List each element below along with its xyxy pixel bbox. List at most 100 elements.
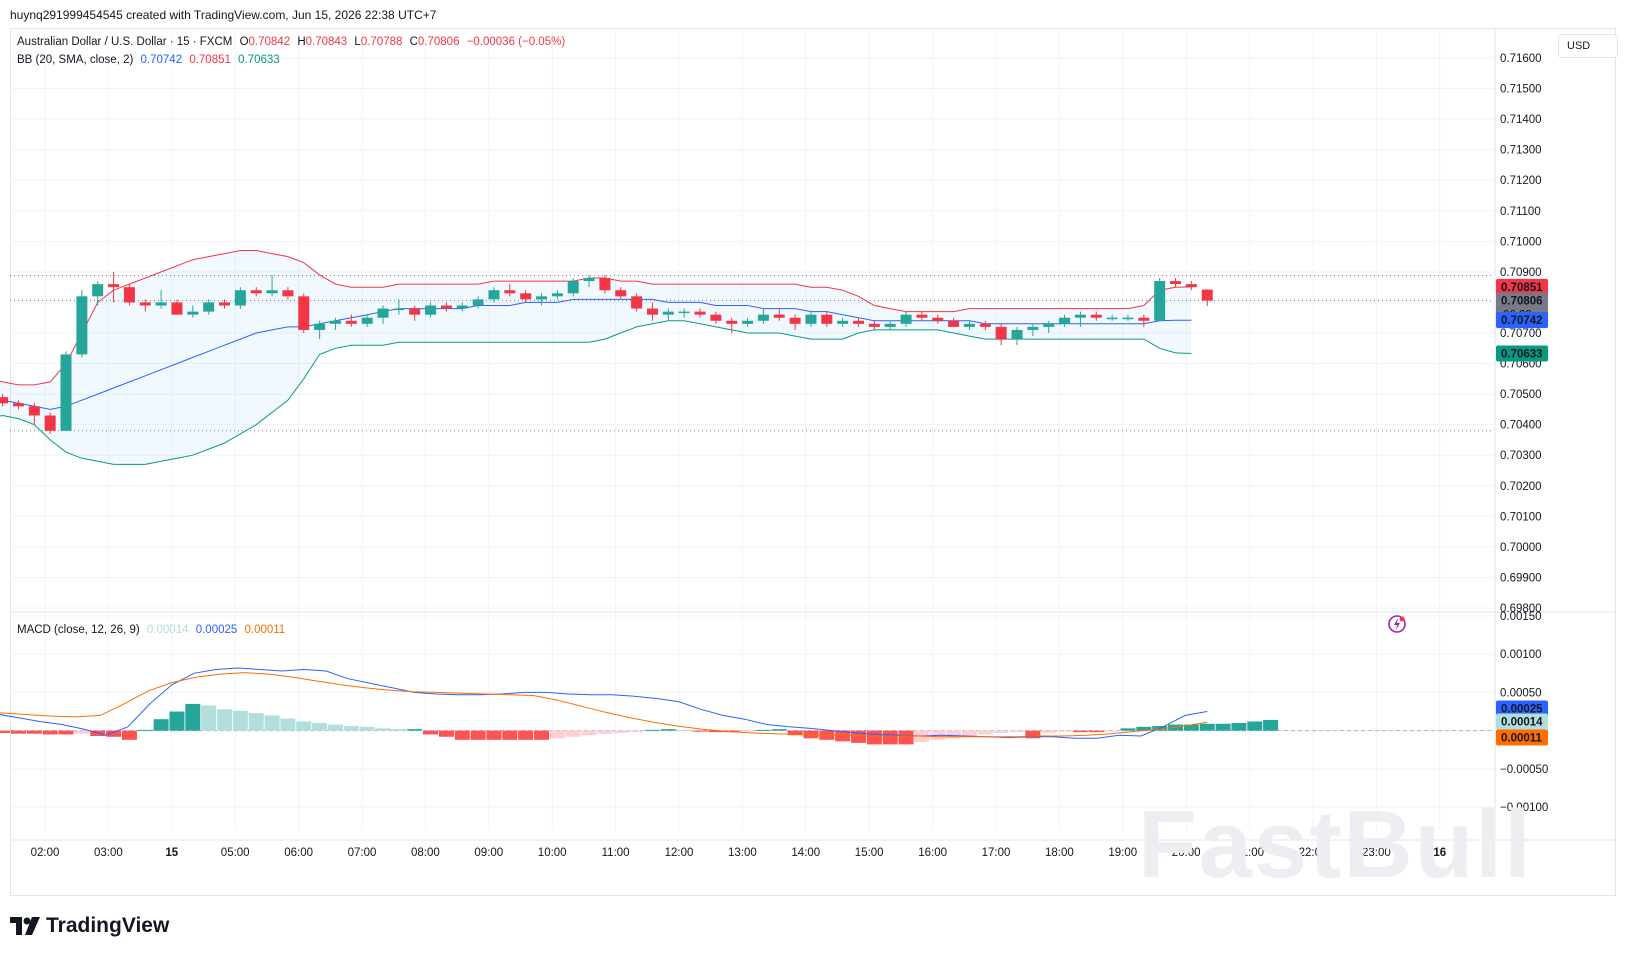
macd-signal-value: 0.00011	[244, 624, 286, 636]
macd-hist-bar	[312, 723, 328, 731]
candle-body	[821, 314, 833, 324]
macd-hist-bar	[866, 730, 882, 745]
macd-hist-bar	[375, 728, 391, 731]
price-tick-label: 0.69900	[1500, 572, 1542, 584]
last-price-badge: 0.70806	[1501, 296, 1543, 308]
price-tick-label: 0.70300	[1500, 450, 1542, 462]
candle-body	[409, 308, 421, 315]
time-tick-label: 02:00	[31, 847, 60, 859]
candle-body	[1043, 323, 1055, 327]
candle-body	[805, 314, 817, 324]
candle-body	[282, 290, 294, 297]
candle-body	[456, 305, 468, 309]
price-tick-label: 0.70900	[1500, 267, 1542, 279]
price-tick-label: 0.70200	[1500, 481, 1542, 493]
time-tick-label: 20:00	[1172, 847, 1201, 859]
macd-hist-bar	[898, 730, 914, 745]
time-tick-label: 07:00	[348, 847, 377, 859]
candle-body	[440, 305, 452, 309]
bb-basis-line	[0, 298, 1192, 410]
candle-body	[1011, 329, 1023, 340]
low-value: 0.70788	[360, 36, 403, 48]
candle-body	[472, 299, 484, 306]
tradingview-logo[interactable]: TradingView	[10, 914, 169, 938]
lower-band-badge: 0.70633	[1501, 348, 1543, 360]
macd-hist-bar	[121, 730, 137, 740]
macd-tick-label: −0.00050	[1500, 764, 1548, 776]
candle-body	[615, 290, 627, 297]
candle-body	[678, 311, 690, 314]
change-value: −0.00036 (−0.05%)	[466, 36, 566, 48]
candle-body	[1074, 314, 1086, 318]
macd-hist-bar	[1057, 730, 1073, 732]
signal-line	[0, 672, 1208, 738]
candle-body	[726, 320, 738, 324]
candle-body	[1154, 281, 1166, 321]
candle-body	[963, 323, 975, 327]
candle-body	[853, 320, 865, 324]
time-tick-label: 16:00	[918, 847, 947, 859]
time-tick-label: 17:00	[982, 847, 1011, 859]
candle-body	[1106, 317, 1118, 320]
time-tick-label: 15	[165, 847, 178, 859]
candle-body	[187, 311, 199, 315]
time-tick-label: 19:00	[1108, 847, 1137, 859]
time-tick-label: 23:00	[1362, 847, 1391, 859]
candle-body	[234, 290, 246, 306]
macd-hist-bar	[835, 730, 851, 742]
high-label: H	[297, 36, 306, 48]
macd-hist-bar	[613, 730, 629, 733]
candle-body	[1059, 317, 1071, 324]
macd-hist-bar	[58, 730, 74, 735]
candle-body	[868, 323, 880, 327]
price-tick-label: 0.71200	[1500, 175, 1542, 187]
candle-body	[757, 314, 769, 321]
candle-body	[979, 323, 991, 327]
candle-body	[1090, 314, 1102, 318]
macd-hist-bar	[1072, 730, 1088, 733]
time-tick-label: 16	[1433, 847, 1446, 859]
macd-hist-badge: 0.00014	[1501, 716, 1543, 728]
price-tick-label: 0.69800	[1500, 603, 1542, 615]
macd-hist-bar	[1041, 730, 1057, 733]
candle-body	[155, 302, 167, 306]
watermark-logo: FastBull	[1138, 791, 1533, 898]
time-tick-label: 12:00	[665, 847, 694, 859]
candle-body	[12, 403, 24, 407]
bb-label: BB (20, SMA, close, 2)	[17, 54, 134, 66]
candle-body	[1201, 289, 1213, 301]
candle-body	[599, 278, 611, 291]
candle-body	[488, 290, 500, 300]
price-tick-label: 0.71600	[1500, 53, 1542, 65]
candles	[0, 271, 1213, 434]
candle-body	[219, 302, 231, 306]
candle-body	[0, 397, 9, 404]
macd-hist-bar	[660, 729, 676, 731]
macd-hist-bar	[327, 724, 343, 731]
macd-hist-bar	[343, 726, 359, 731]
lightning-icon[interactable]	[1387, 614, 1407, 634]
basis-badge: 0.70742	[1501, 315, 1543, 327]
price-tick-label: 0.71000	[1500, 236, 1542, 248]
currency-button[interactable]: USD	[1558, 34, 1618, 58]
macd-hist-bar	[470, 730, 486, 740]
macd-hist-bar	[185, 703, 201, 731]
macd-hist-bar	[42, 730, 58, 735]
macd-hist-bar	[597, 730, 613, 734]
candle-body	[314, 323, 326, 330]
macd-hist-bar	[106, 730, 122, 737]
macd-hist-bar	[1183, 724, 1199, 731]
candle-body	[123, 287, 135, 303]
candle-body	[92, 284, 104, 297]
symbol-label: Australian Dollar / U.S. Dollar · 15 · F…	[17, 36, 233, 48]
price-tick-label: 0.70400	[1500, 420, 1542, 432]
candle-body	[900, 314, 912, 324]
candle-body	[393, 308, 405, 311]
time-tick-label: 22:00	[1299, 847, 1328, 859]
macd-hist-bar	[1120, 728, 1136, 731]
candle-body	[504, 290, 516, 294]
macd-hist-bar	[423, 730, 439, 735]
macd-line-badge: 0.00025	[1501, 703, 1543, 715]
macd-hist-bar	[581, 730, 597, 736]
